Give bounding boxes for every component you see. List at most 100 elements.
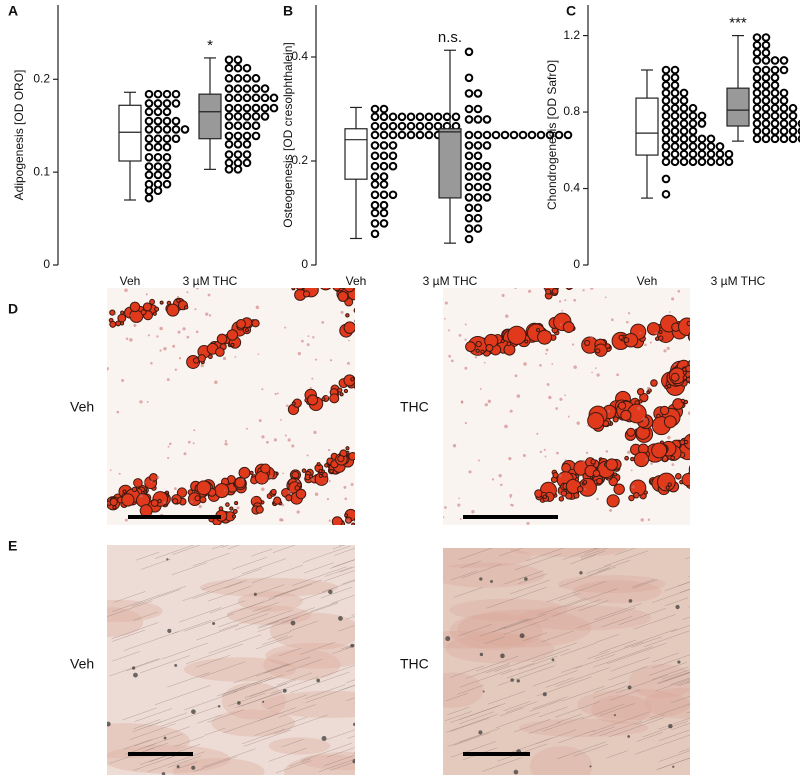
data-point bbox=[224, 131, 234, 141]
data-point bbox=[233, 74, 243, 83]
fiber bbox=[538, 597, 587, 616]
speck bbox=[176, 765, 180, 769]
speck bbox=[479, 388, 482, 390]
lipid-droplet bbox=[364, 306, 378, 320]
fiber bbox=[175, 736, 204, 747]
lipid-droplet bbox=[542, 494, 548, 499]
data-point bbox=[233, 139, 243, 149]
speck bbox=[589, 765, 592, 768]
box bbox=[635, 97, 659, 156]
speck bbox=[166, 378, 170, 382]
fiber bbox=[499, 618, 529, 629]
speck bbox=[567, 415, 570, 418]
fiber bbox=[172, 619, 212, 635]
fiber bbox=[453, 732, 490, 746]
lipid-droplet bbox=[373, 309, 381, 317]
data-point bbox=[433, 121, 443, 131]
speck bbox=[340, 310, 344, 314]
lipid-droplet bbox=[617, 401, 627, 410]
data-point bbox=[670, 103, 680, 113]
speck bbox=[205, 312, 209, 316]
speck bbox=[558, 300, 562, 303]
speck bbox=[474, 356, 478, 359]
fiber bbox=[276, 672, 312, 686]
fiber bbox=[324, 566, 353, 577]
data-point bbox=[779, 88, 789, 98]
fiber bbox=[211, 545, 225, 550]
fiber bbox=[573, 744, 608, 757]
lipid-droplet bbox=[291, 288, 296, 291]
lipid-droplet bbox=[238, 466, 251, 479]
speck bbox=[582, 289, 585, 292]
y-tick-label: 0 bbox=[43, 257, 50, 271]
lipid-droplet bbox=[154, 306, 160, 312]
lipid-droplet bbox=[399, 289, 410, 300]
lipid-droplet bbox=[197, 354, 206, 363]
data-point bbox=[464, 115, 474, 124]
lipid-droplet bbox=[708, 472, 716, 480]
speck bbox=[460, 401, 464, 404]
speck bbox=[444, 506, 447, 509]
y-tick-label: 0.4 bbox=[291, 49, 308, 63]
speck bbox=[490, 580, 493, 583]
fiber bbox=[334, 547, 355, 556]
speck bbox=[444, 317, 446, 320]
lipid-droplet bbox=[251, 319, 260, 328]
fiber bbox=[216, 676, 273, 697]
fiber bbox=[552, 599, 601, 617]
data-point bbox=[679, 103, 689, 113]
fiber bbox=[460, 560, 482, 569]
speck bbox=[159, 326, 163, 331]
lipid-droplet bbox=[393, 286, 399, 292]
fiber bbox=[112, 651, 140, 662]
speck bbox=[664, 456, 667, 459]
fiber bbox=[200, 661, 246, 678]
speck bbox=[348, 339, 350, 342]
fiber bbox=[686, 711, 690, 714]
fiber bbox=[281, 739, 304, 748]
fiber bbox=[615, 674, 668, 694]
lipid-droplet bbox=[357, 310, 367, 320]
stain bbox=[443, 548, 532, 568]
lipid-droplet bbox=[537, 329, 553, 345]
fiber bbox=[122, 707, 157, 721]
fiber bbox=[593, 548, 599, 550]
speck bbox=[677, 660, 681, 664]
speck bbox=[505, 314, 509, 318]
fiber bbox=[224, 580, 247, 589]
lipid-droplet bbox=[215, 347, 225, 357]
data-point bbox=[451, 112, 461, 122]
data-point bbox=[153, 89, 163, 99]
data-point bbox=[464, 193, 474, 202]
fiber bbox=[451, 570, 478, 581]
fiber bbox=[499, 548, 523, 557]
lipid-droplet bbox=[633, 491, 640, 499]
lipid-droplet bbox=[150, 499, 159, 507]
fiber bbox=[623, 628, 677, 648]
data-point bbox=[761, 96, 771, 105]
data-point bbox=[370, 180, 380, 189]
fiber bbox=[500, 663, 534, 675]
fiber bbox=[129, 723, 176, 740]
lipid-droplet bbox=[396, 290, 402, 296]
lipid-droplet bbox=[406, 273, 420, 287]
lipid-droplet bbox=[735, 305, 738, 308]
speck bbox=[638, 495, 641, 498]
lipid-droplet bbox=[120, 310, 125, 315]
speck bbox=[245, 427, 248, 430]
fiber bbox=[558, 592, 581, 601]
fiber bbox=[447, 706, 470, 716]
lipid-droplet bbox=[575, 275, 582, 282]
stain bbox=[457, 609, 592, 648]
data-point bbox=[527, 130, 537, 140]
speck bbox=[284, 326, 287, 329]
speck bbox=[558, 492, 562, 496]
micrograph bbox=[443, 275, 738, 525]
lipid-droplet bbox=[331, 516, 343, 525]
speck bbox=[183, 452, 187, 456]
speck bbox=[174, 368, 178, 371]
speck bbox=[353, 722, 355, 726]
fiber bbox=[249, 683, 288, 697]
fiber bbox=[688, 575, 690, 577]
speck bbox=[328, 519, 331, 522]
